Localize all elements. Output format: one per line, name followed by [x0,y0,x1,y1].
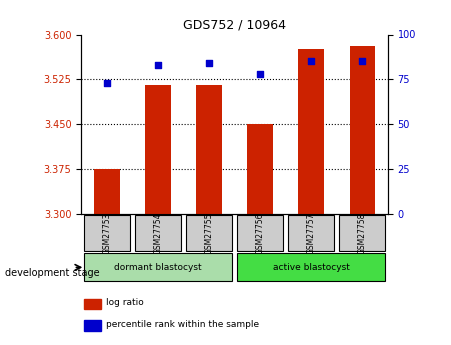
Text: percentile rank within the sample: percentile rank within the sample [106,320,259,329]
Bar [247,124,273,214]
Text: development stage: development stage [5,268,99,277]
Bar [350,47,375,214]
Title: GDS752 / 10964: GDS752 / 10964 [183,19,286,32]
FancyBboxPatch shape [84,215,130,251]
Text: GSM27758: GSM27758 [358,212,367,254]
Bar [145,85,170,214]
Text: GSM27757: GSM27757 [307,212,316,254]
FancyBboxPatch shape [135,215,181,251]
FancyBboxPatch shape [288,215,334,251]
Point [205,60,212,66]
FancyBboxPatch shape [237,215,283,251]
Point [359,59,366,64]
Text: log ratio: log ratio [106,298,143,307]
Bar [196,85,222,214]
FancyBboxPatch shape [237,253,385,282]
Bar [84,320,101,331]
Text: GSM27755: GSM27755 [204,212,213,254]
Bar [299,49,324,214]
Point [154,62,161,68]
Point [103,80,110,86]
Text: active blastocyst: active blastocyst [273,263,350,272]
Bar [84,298,101,309]
Point [308,59,315,64]
Point [257,71,264,77]
FancyBboxPatch shape [339,215,385,251]
Text: GSM27756: GSM27756 [256,212,265,254]
FancyBboxPatch shape [84,253,232,282]
Text: GSM27754: GSM27754 [153,212,162,254]
Text: dormant blastocyst: dormant blastocyst [114,263,202,272]
FancyBboxPatch shape [186,215,232,251]
Text: GSM27753: GSM27753 [102,212,111,254]
Bar [94,169,120,214]
